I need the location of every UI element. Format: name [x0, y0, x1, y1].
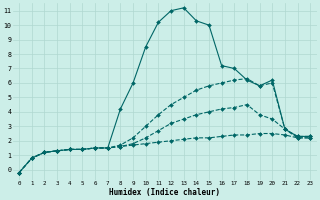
X-axis label: Humidex (Indice chaleur): Humidex (Indice chaleur) [109, 188, 220, 197]
